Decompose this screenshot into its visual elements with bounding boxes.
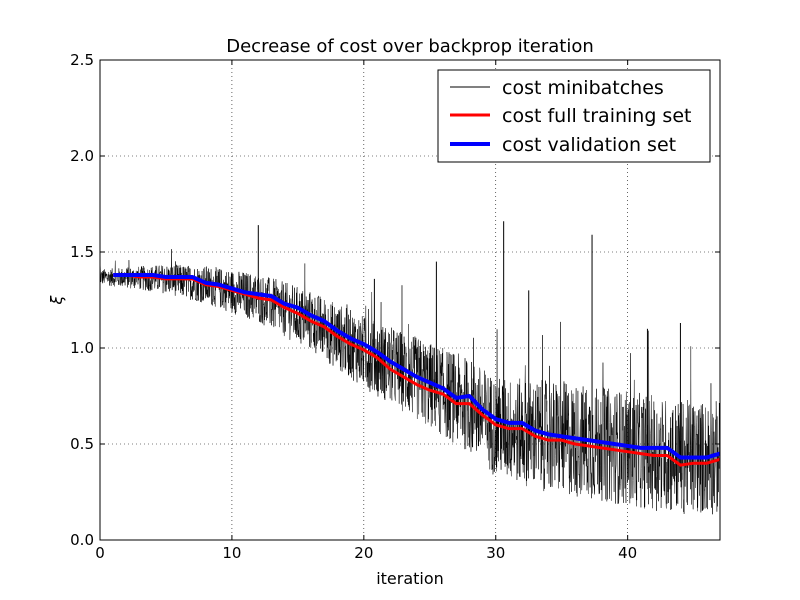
x-tick-label: 30 — [486, 544, 505, 562]
legend-label-minibatches: cost minibatches — [502, 77, 664, 99]
y-tick-label: 2.5 — [70, 51, 94, 69]
y-tick-label: 2.0 — [70, 147, 94, 165]
tick-layer: 0 10 20 30 40 0.0 0.5 1.0 1.5 2.0 2.5 — [70, 51, 720, 562]
y-tick-label: 0.5 — [70, 435, 94, 453]
legend-label-validation: cost validation set — [502, 134, 676, 156]
y-tick-label: 0.0 — [70, 531, 94, 549]
x-tick-label: 40 — [618, 544, 637, 562]
series-minibatches-line — [99, 249, 721, 515]
x-tick-label: 20 — [354, 544, 373, 562]
legend: cost minibatches cost full training set … — [437, 69, 711, 163]
y-tick-label: 1.0 — [70, 339, 94, 357]
data-layer — [99, 221, 721, 515]
series-validation-line — [113, 273, 721, 460]
x-tick-label: 0 — [95, 544, 105, 562]
legend-label-training: cost full training set — [502, 105, 691, 127]
x-axis-label: iteration — [376, 569, 444, 588]
y-axis-label: ξ — [47, 294, 66, 305]
x-tick-label: 10 — [222, 544, 241, 562]
plot-frame — [99, 59, 721, 541]
y-tick-label: 1.5 — [70, 243, 94, 261]
chart-title: Decrease of cost over backprop iteration — [226, 36, 594, 57]
